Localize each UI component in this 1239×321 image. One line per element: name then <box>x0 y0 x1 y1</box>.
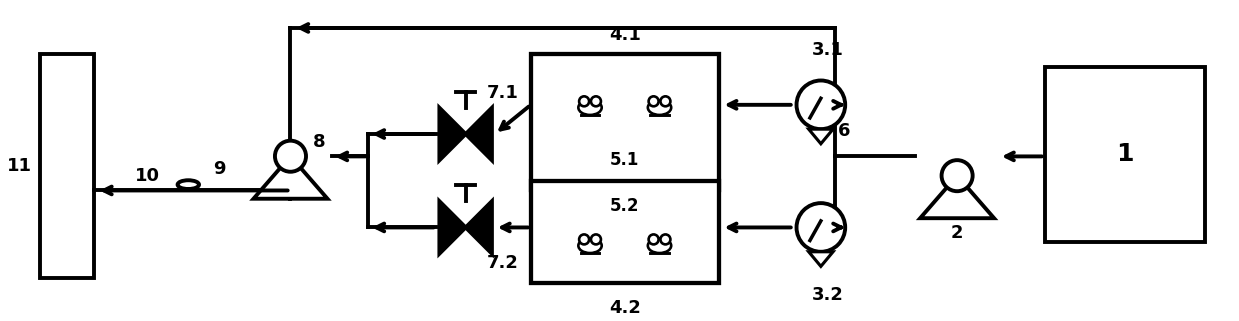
Text: 3.1: 3.1 <box>813 41 844 59</box>
Ellipse shape <box>648 238 672 253</box>
Circle shape <box>275 141 306 172</box>
Text: 5.2: 5.2 <box>610 197 639 215</box>
Text: 5.1: 5.1 <box>610 152 639 169</box>
Polygon shape <box>921 176 994 218</box>
Circle shape <box>797 81 845 129</box>
Bar <box>41 54 94 278</box>
Text: 2: 2 <box>950 224 964 242</box>
Polygon shape <box>440 201 466 254</box>
Text: 11: 11 <box>6 157 31 175</box>
Text: 8: 8 <box>312 133 326 151</box>
Text: 1: 1 <box>1116 143 1134 167</box>
Circle shape <box>648 234 659 244</box>
Ellipse shape <box>579 100 602 115</box>
Circle shape <box>660 96 670 106</box>
Circle shape <box>942 160 973 191</box>
Ellipse shape <box>648 100 672 115</box>
Text: 3.2: 3.2 <box>813 286 844 304</box>
Ellipse shape <box>177 180 199 189</box>
Ellipse shape <box>579 238 602 253</box>
Text: 4.1: 4.1 <box>608 27 641 45</box>
Text: 7.1: 7.1 <box>487 84 519 102</box>
Text: 4.2: 4.2 <box>608 299 641 317</box>
Bar <box>530 54 719 190</box>
Text: 10: 10 <box>135 167 160 185</box>
Polygon shape <box>254 156 327 199</box>
Circle shape <box>579 96 589 106</box>
Circle shape <box>648 96 659 106</box>
Circle shape <box>591 234 601 244</box>
Polygon shape <box>440 108 466 160</box>
Polygon shape <box>466 108 492 160</box>
Bar <box>530 181 719 283</box>
Circle shape <box>797 203 845 252</box>
Text: 6: 6 <box>838 122 850 140</box>
Polygon shape <box>809 129 833 144</box>
Polygon shape <box>466 201 492 254</box>
Circle shape <box>579 234 589 244</box>
Text: 9: 9 <box>213 160 225 178</box>
Circle shape <box>660 234 670 244</box>
Circle shape <box>591 96 601 106</box>
Polygon shape <box>809 252 833 266</box>
Bar <box>1044 67 1206 242</box>
Text: 7.2: 7.2 <box>487 254 519 272</box>
